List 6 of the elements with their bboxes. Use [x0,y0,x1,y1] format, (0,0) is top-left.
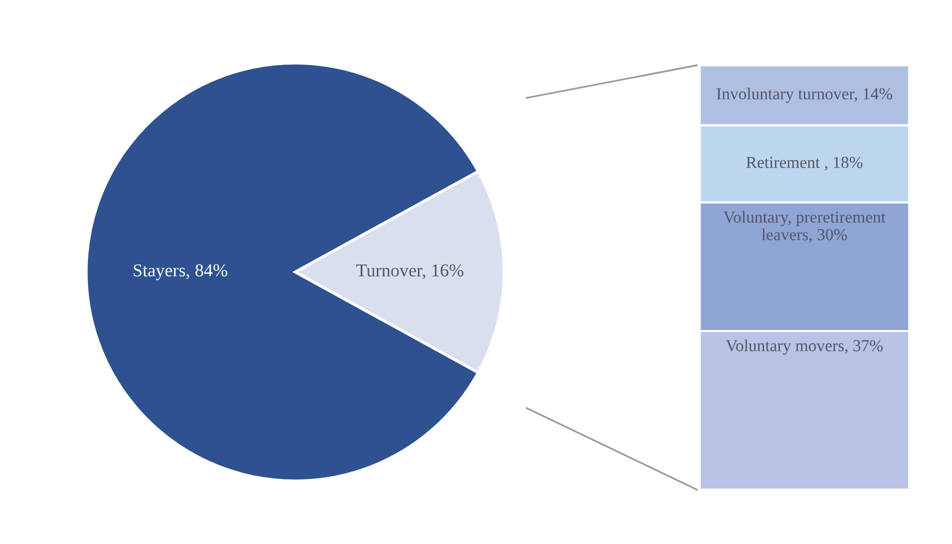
data-label: Voluntary movers, 37% [726,340,883,355]
data-label: Stayers, 84% [134,264,228,280]
data-label: Retirement , 18% [746,156,862,170]
data-label: Turnover, 16% [356,264,464,280]
data-label: Voluntary, preretirement leavers, 30% [723,211,886,243]
data-label: Involuntary turnover, 14% [716,88,892,103]
